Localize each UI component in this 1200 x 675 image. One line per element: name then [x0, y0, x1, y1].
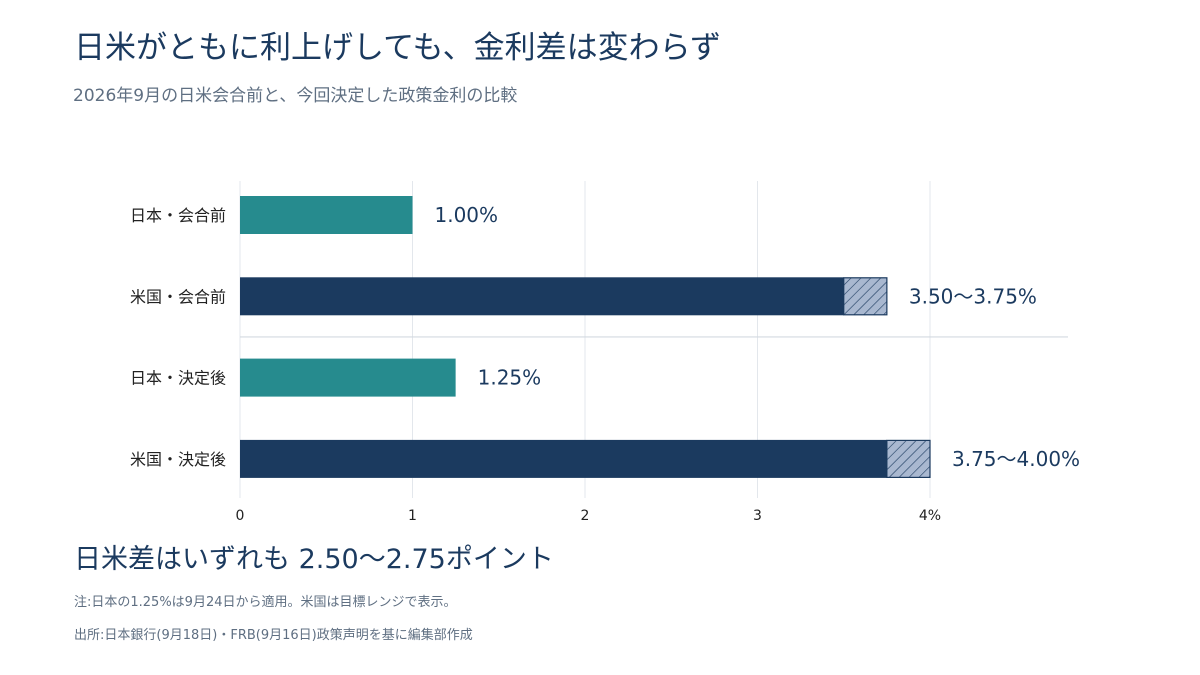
x-tick-label: 0 — [236, 508, 245, 524]
value-label: 1.00% — [435, 203, 499, 227]
bars — [240, 196, 931, 478]
chart-title: 日米がともに利上げしても、金利差は変わらず — [74, 30, 721, 66]
source-note: 出所:日本銀行(9月18日)・FRB(9月16日)政策声明を基に編集部作成 — [74, 628, 473, 643]
value-label: 3.50〜3.75% — [909, 284, 1037, 308]
x-tick-label: 4% — [919, 508, 941, 524]
range-bar — [843, 277, 888, 316]
value-label: 3.75〜4.00% — [952, 447, 1080, 471]
summary-text: 日米差はいずれも 2.50〜2.75ポイント — [74, 544, 554, 575]
category-label: 米国・決定後 — [130, 450, 226, 469]
value-label: 1.25% — [478, 366, 542, 390]
x-tick-label: 1 — [408, 508, 417, 524]
footnote: 注:日本の1.25%は9月24日から適用。米国は目標レンジで表示。 — [74, 595, 457, 610]
category-label: 日本・決定後 — [130, 369, 226, 388]
range-bar — [886, 439, 931, 478]
bar — [240, 196, 413, 234]
labels: 0 1 2 3 4% 日本・会合前 1.00% 米国・会合前 3.50〜3.75% 日本・決定後 1… — [130, 203, 1080, 524]
bar — [240, 358, 456, 397]
category-label: 米国・会合前 — [130, 287, 226, 306]
x-tick-label: 3 — [753, 508, 762, 524]
chart-subtitle: 2026年9月の日米会合前と、今回決定した政策金利の比較 — [73, 86, 518, 106]
x-tick-label: 2 — [581, 508, 590, 524]
bar — [240, 439, 887, 478]
category-label: 日本・会合前 — [130, 206, 226, 225]
bar — [240, 277, 844, 316]
